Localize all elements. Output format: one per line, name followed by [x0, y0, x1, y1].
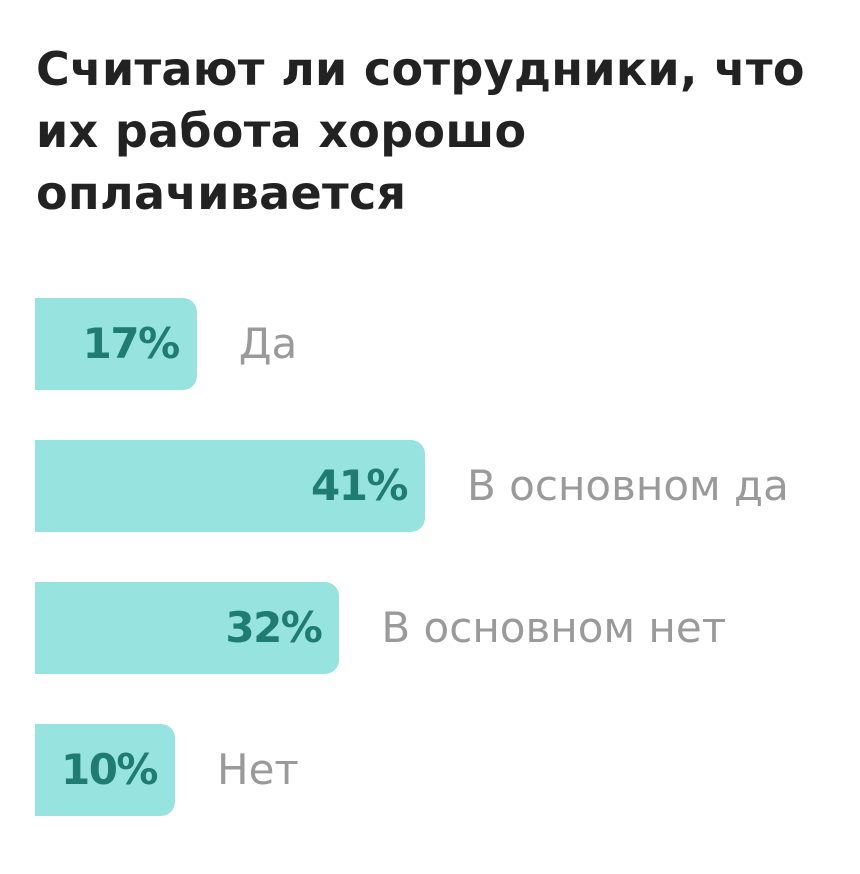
bar-value-label: 32%	[225, 603, 323, 652]
bar: 32%	[35, 582, 340, 674]
category-label: Да	[238, 319, 298, 368]
category-label: В основном да	[467, 461, 789, 510]
chart-title: Считают ли сотрудники, что их работа хор…	[36, 42, 805, 220]
bar-value-label: 41%	[310, 461, 409, 510]
bar: 10%	[35, 724, 175, 816]
bar-value-label: 17%	[82, 319, 181, 368]
category-label: Нет	[217, 745, 299, 794]
bar-value-label: 10%	[60, 745, 159, 794]
bar: 41%	[35, 440, 425, 532]
category-label: В основном нет	[381, 603, 727, 652]
bar: 17%	[35, 298, 197, 390]
